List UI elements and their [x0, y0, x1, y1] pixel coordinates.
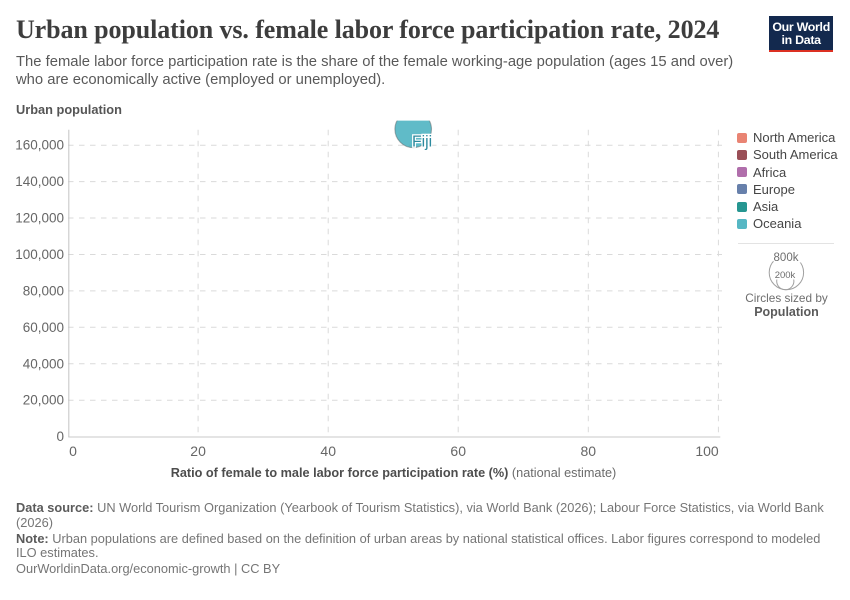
- svg-text:100: 100: [695, 443, 719, 459]
- svg-text:200k: 200k: [775, 270, 796, 281]
- svg-text:60,000: 60,000: [23, 320, 64, 335]
- svg-text:160,000: 160,000: [15, 138, 64, 153]
- svg-text:800k: 800k: [774, 252, 799, 264]
- svg-text:60: 60: [450, 443, 466, 459]
- svg-text:140,000: 140,000: [15, 174, 64, 189]
- svg-text:Fiji: Fiji: [412, 134, 432, 151]
- svg-text:100,000: 100,000: [15, 247, 64, 262]
- svg-text:40,000: 40,000: [23, 356, 64, 371]
- svg-text:20: 20: [190, 443, 206, 459]
- svg-text:0: 0: [69, 443, 77, 459]
- svg-text:80: 80: [581, 443, 597, 459]
- svg-text:20,000: 20,000: [23, 393, 64, 408]
- svg-text:0: 0: [56, 429, 64, 444]
- svg-text:80,000: 80,000: [23, 283, 64, 298]
- svg-text:40: 40: [320, 443, 336, 459]
- svg-text:120,000: 120,000: [15, 211, 64, 226]
